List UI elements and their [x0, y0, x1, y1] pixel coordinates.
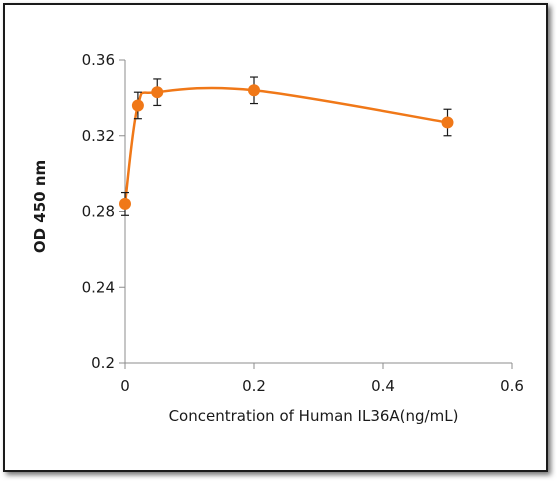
series-group — [119, 76, 454, 216]
data-point — [248, 84, 260, 97]
data-point — [119, 197, 131, 210]
x-tick-label: 0.4 — [371, 377, 395, 395]
series-line — [123, 86, 448, 205]
data-point — [131, 99, 144, 112]
y-axis-title: OD 450 nm — [31, 160, 49, 253]
y-tick-label: 0.2 — [91, 354, 115, 372]
y-tick-label: 0.32 — [82, 127, 115, 145]
x-tick-label: 0 — [120, 377, 130, 395]
data-point — [151, 86, 164, 99]
y-tick-label: 0.28 — [82, 203, 115, 221]
y-tick-label: 0.36 — [82, 51, 115, 69]
x-axis-title: Concentration of Human IL36A(ng/mL) — [169, 407, 459, 425]
y-tick-label: 0.24 — [82, 278, 115, 296]
x-tick-label: 0.2 — [242, 377, 266, 395]
chart-svg: 0.2 0.24 0.28 0.32 0.36 0 0.2 0.4 0.6 Concentrat… — [31, 51, 524, 425]
chart-frame: 0.2 0.24 0.28 0.32 0.36 0 0.2 0.4 0.6 Concentrat… — [3, 3, 548, 472]
x-tick-label: 0.6 — [500, 377, 524, 395]
axes: 0.2 0.24 0.28 0.32 0.36 0 0.2 0.4 0.6 — [82, 51, 524, 395]
data-point — [441, 116, 454, 129]
